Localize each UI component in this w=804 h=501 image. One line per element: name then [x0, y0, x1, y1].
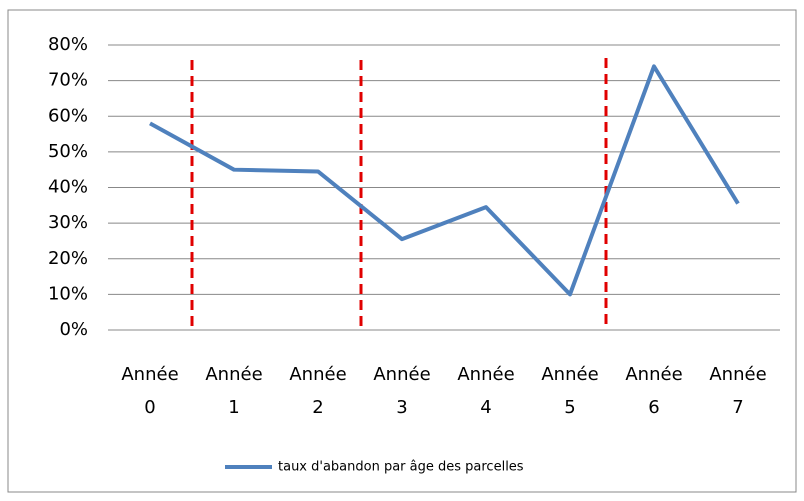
x-tick-label: Année 2: [289, 364, 346, 418]
y-tick-label: 10%: [48, 283, 88, 304]
legend-label: taux d'abandon par âge des parcelles: [278, 460, 524, 475]
y-tick-label: 60%: [48, 105, 88, 126]
x-tick-label: Année 0: [121, 364, 178, 418]
x-tick-label: Année 6: [625, 364, 682, 418]
x-tick-label: Année 4: [457, 364, 514, 418]
y-tick-label: 0%: [59, 319, 88, 340]
x-tick-label: Année 1: [205, 364, 262, 418]
y-tick-label: 80%: [48, 34, 88, 55]
y-tick-label: 20%: [48, 248, 88, 269]
line: [149, 64, 740, 297]
y-tick-label: 30%: [48, 212, 88, 233]
y-tick-label: 50%: [48, 141, 88, 162]
y-tick-label: 40%: [48, 177, 88, 198]
x-tick-label: Année 5: [541, 364, 598, 418]
x-tick-label: Année 7: [709, 364, 766, 418]
chart-border: [7, 9, 797, 493]
x-tick-label: Année 3: [373, 364, 430, 418]
y-tick-label: 70%: [48, 70, 88, 91]
